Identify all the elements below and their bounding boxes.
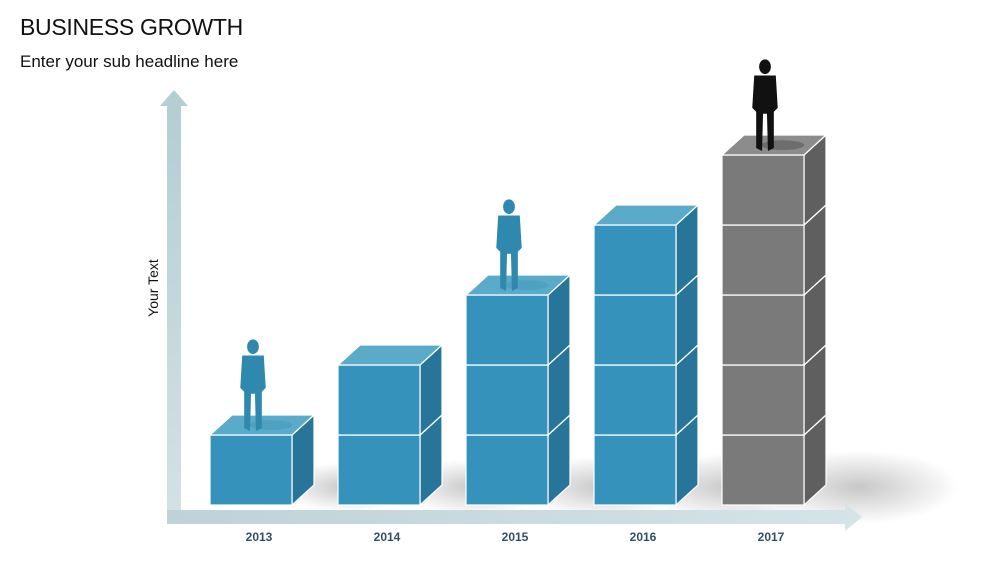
cube-front bbox=[593, 364, 677, 436]
cube-front bbox=[465, 364, 549, 436]
person-figure-2015 bbox=[496, 199, 549, 291]
cube-front bbox=[721, 434, 805, 506]
y-axis-arrow bbox=[160, 90, 188, 522]
figures bbox=[240, 59, 805, 431]
cube-front bbox=[593, 294, 677, 366]
bars bbox=[208, 133, 828, 507]
axes bbox=[160, 90, 862, 531]
x-tick-label-2014: 2014 bbox=[374, 530, 401, 544]
cube-front bbox=[337, 434, 421, 506]
person-figure-2017 bbox=[752, 59, 805, 151]
bar-2017 bbox=[720, 133, 828, 507]
chart-subtitle: Enter your sub headline here bbox=[20, 52, 239, 71]
cube-front bbox=[721, 224, 805, 296]
x-tick-label-2017: 2017 bbox=[758, 530, 785, 544]
x-axis-arrow bbox=[167, 503, 862, 531]
cube-top bbox=[336, 344, 444, 366]
cube-front bbox=[465, 294, 549, 366]
x-tick-label-2013: 2013 bbox=[246, 530, 273, 544]
cube-top bbox=[592, 204, 700, 226]
bar-cube bbox=[720, 133, 828, 227]
cube-front bbox=[209, 434, 293, 506]
y-axis-label: Your Text bbox=[145, 259, 161, 317]
bar-2015 bbox=[464, 273, 572, 507]
cube-front bbox=[593, 434, 677, 506]
x-tick-label-2015: 2015 bbox=[502, 530, 529, 544]
bar-2016 bbox=[592, 203, 700, 507]
cube-front bbox=[337, 364, 421, 436]
cube-top bbox=[208, 414, 316, 436]
bar-cube bbox=[592, 203, 700, 297]
bar-cube bbox=[336, 343, 444, 437]
x-tick-labels: 2013 2014 2015 2016 2017 bbox=[246, 530, 785, 544]
bar-2013 bbox=[208, 413, 316, 507]
bar-cube bbox=[208, 413, 316, 507]
cube-top bbox=[720, 134, 828, 156]
cube-front bbox=[721, 154, 805, 226]
x-tick-label-2016: 2016 bbox=[630, 530, 657, 544]
person-figure-2013 bbox=[240, 339, 293, 431]
cube-front bbox=[721, 294, 805, 366]
cube-front bbox=[465, 434, 549, 506]
cube-top bbox=[464, 274, 572, 296]
bar-cube bbox=[464, 273, 572, 367]
cube-front bbox=[593, 224, 677, 296]
bar-2014 bbox=[336, 343, 444, 507]
chart-title: BUSINESS GROWTH bbox=[20, 14, 243, 40]
cube-front bbox=[721, 364, 805, 436]
